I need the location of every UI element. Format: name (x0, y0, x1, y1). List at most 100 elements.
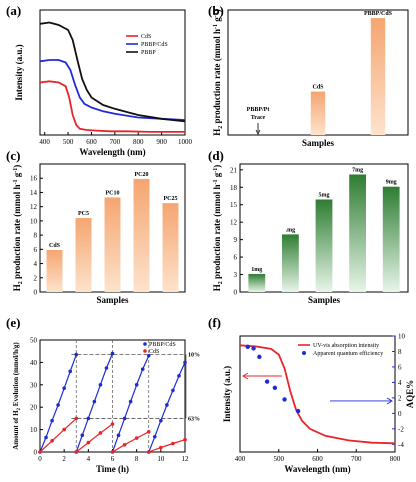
chart-e-y-tick-label: 50 (30, 337, 38, 345)
chart-e-point (98, 431, 103, 435)
chart-e-point (165, 403, 169, 407)
chart-d-y-tick-label: 18 (230, 184, 238, 192)
chart-d-bar-label: 7mg (352, 167, 363, 173)
chart-c-y-tick-label: 14 (30, 189, 38, 197)
chart-e-point (44, 435, 48, 440)
chart-e-point (104, 366, 109, 370)
chart-c-y-tick-label: 6 (34, 246, 38, 254)
chart-e-y-tick-label: 20 (30, 404, 38, 412)
chart-b-arrow-head (255, 129, 261, 135)
chart-c-bar-label: CdS (49, 243, 61, 249)
chart-d-y-axis-label: H2 production rate (mmol h-1 g-1) (212, 165, 224, 292)
chart-d-bar-label: 5mg (319, 192, 330, 198)
chart-b-bar (310, 91, 326, 135)
chart-f-y2-tick-label: -4 (398, 441, 404, 449)
chart-a-x-tick-label: 1000 (178, 138, 193, 146)
chart-e-point (171, 441, 175, 446)
chart-d-x-axis-label: Samples (308, 295, 341, 305)
chart-e-point (134, 436, 139, 440)
chart-c-bar (162, 203, 179, 292)
chart-a-legend-label: CdS (141, 34, 151, 40)
chart-a-series-line (39, 21, 186, 123)
chart-d-bar (382, 186, 400, 292)
chart-a-series-line (39, 80, 185, 133)
chart-e-annotation: 63% (188, 416, 200, 422)
chart-e-point (74, 352, 79, 357)
chart-f-absorption-line (239, 344, 396, 445)
chart-e-legend-marker (143, 342, 147, 346)
panel-label-d: (d) (208, 148, 224, 163)
chart-c-y-tick-label: 8 (34, 232, 38, 240)
chart-a-x-tick-label: 800 (133, 138, 144, 146)
chart-d-y-tick-label: 0 (234, 289, 238, 297)
chart-e-point (68, 369, 73, 374)
chart-e-point (110, 351, 115, 356)
chart-d-bar (349, 174, 366, 292)
chart-a-legend-label: PBBP (141, 50, 156, 56)
chart-e-point (122, 443, 127, 447)
chart-e-x-axis-label: Time (h) (96, 464, 129, 474)
panel-label-a: (a) (6, 3, 21, 18)
chart-f-y2-tick-label: -2 (398, 425, 404, 433)
chart-e-point (50, 418, 54, 423)
chart-e-x-tick-label: 8 (135, 455, 139, 463)
panel-label-f: (f) (208, 315, 221, 330)
chart-e-point (110, 450, 115, 454)
chart-a-y-axis-label: Intensity (a.u.) (14, 44, 24, 100)
chart-e-point (183, 360, 187, 365)
chart-e-point (171, 388, 175, 393)
chart-b-annotation: PBBP/Pt (247, 107, 270, 113)
chart-e-point (146, 430, 151, 434)
chart-d-bar-label: .mg (286, 227, 296, 233)
chart-e-legend-marker (143, 349, 147, 353)
chart-b-bar-label: PBBP/CdS (364, 11, 393, 17)
chart-b-y-axis-label: H2 production rate (mmol h-1 g-1) (212, 9, 224, 136)
chart-e-point (38, 450, 42, 454)
chart-f-y2-tick-label: 8 (398, 348, 402, 356)
chart-b-annotation: Trace (251, 115, 266, 121)
chart-e-annotation: 10% (188, 353, 200, 359)
chart-e-point (92, 399, 97, 404)
chart-c-x-axis-label: Samples (96, 295, 129, 305)
chart-e-point (98, 383, 103, 387)
chart-e-point (140, 367, 145, 371)
chart-f-y2-axis-label: AQE% (405, 380, 415, 409)
chart-e-point (152, 434, 157, 439)
chart-f-x-tick-label: 400 (235, 455, 246, 463)
chart-e-y-tick-label: 0 (34, 449, 38, 457)
chart-c-bar (75, 218, 92, 292)
chart-f-legend-label: Apparent quantum efficiency (313, 350, 383, 357)
chart-e-point (110, 422, 115, 426)
chart-f-y2-tick-label: 2 (398, 394, 402, 402)
chart-b-x-axis-label: Samples (302, 138, 335, 148)
chart-e-point (80, 433, 85, 438)
chart-f-x-tick-label: 600 (312, 455, 323, 463)
chart-e-y-axis-label: Amount of H2 Evolution (mmol/h/g) (12, 342, 22, 450)
chart-f-aqe-point (251, 346, 256, 351)
panel-label-b: (b) (208, 3, 224, 18)
chart-e-x-tick-label: 2 (62, 455, 66, 463)
chart-c-bar-label: PC25 (164, 196, 178, 202)
panel-label-c: (c) (6, 148, 20, 163)
chart-e-point (116, 433, 121, 438)
chart-e-point (86, 440, 91, 445)
chart-e-point (146, 353, 151, 358)
chart-e-point (56, 403, 60, 407)
chart-a-x-tick-label: 500 (63, 138, 74, 146)
chart-e-point (86, 416, 91, 421)
chart-c-bar-label: PC5 (78, 211, 89, 217)
chart-c-y-tick-label: 4 (34, 260, 38, 268)
chart-e-x-tick-label: 6 (111, 455, 115, 463)
chart-f-y-axis-label: Intensity (a.u.) (222, 366, 232, 422)
chart-c-bar (104, 197, 121, 292)
chart-e-point (62, 427, 66, 432)
chart-e-point (183, 437, 187, 442)
chart-e-series-line (75, 423, 113, 453)
chart-b-bar-label: CdS (312, 85, 324, 91)
chart-e-y-tick-label: 40 (30, 359, 38, 367)
panel-label-e: (e) (6, 315, 20, 330)
chart-e-legend-label: CdS (149, 349, 159, 355)
chart-e-point (146, 450, 151, 454)
chart-a-x-tick-label: 900 (156, 138, 167, 146)
chart-c-bar-label: PC20 (135, 172, 149, 178)
